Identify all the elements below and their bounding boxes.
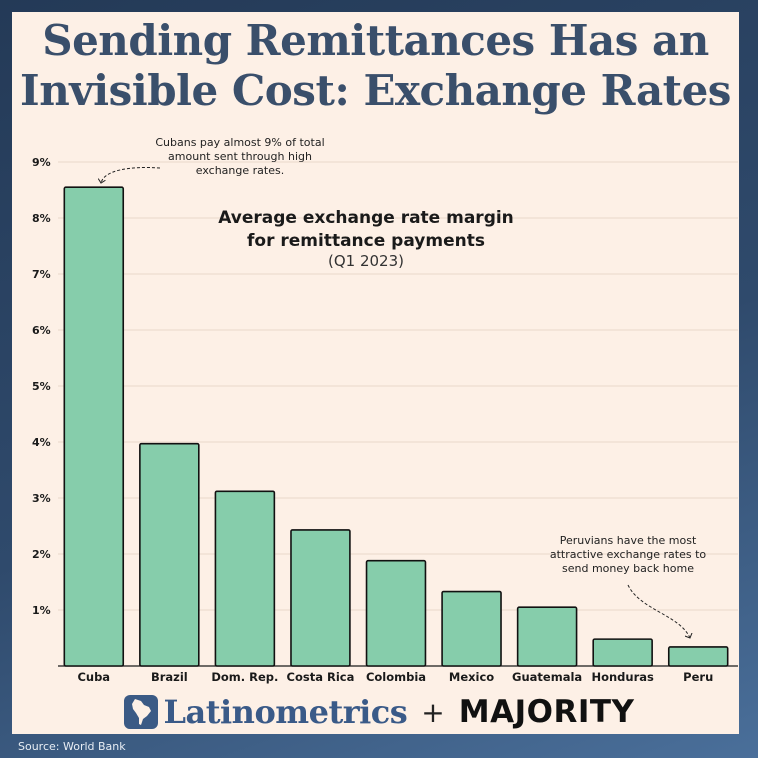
annotation-peru-line-1: Peruvians have the most [560,534,697,547]
latinometrics-logo: Latinometrics [123,693,408,731]
chart-title-line-2: for remittance payments [247,231,485,251]
x-category-label: Peru [683,670,713,684]
majority-wordmark: MAJORITY [458,694,635,730]
y-tick-label: 9% [32,156,51,169]
y-tick-label: 1% [32,604,51,617]
y-tick-label: 6% [32,324,51,337]
bar-honduras [592,638,653,667]
bar-colombia [365,559,427,667]
annotation-cuba-line-2: amount sent through high [168,150,312,163]
bar-cuba [63,186,125,667]
page-title: Sending Remittances Has an Invisible Cos… [12,16,739,116]
bar-costa-rica [290,529,351,667]
latinometrics-wordmark: Latinometrics [163,693,408,731]
x-category-label: Dom. Rep. [211,670,278,684]
annotation-cuba: Cubans pay almost 9% of total amount sen… [101,136,325,183]
plus-sign: + [421,695,445,729]
x-category-label: Costa Rica [287,670,355,684]
x-category-label: Honduras [591,670,654,684]
annotation-cuba-line-3: exchange rates. [196,164,284,177]
annotation-cuba-arrow [101,167,161,183]
latin-america-map-icon [123,695,158,729]
title-line-2: Invisible Cost: Exchange Rates [20,66,731,115]
x-category-label: Mexico [449,670,494,684]
title-line-1: Sending Remittances Has an [42,16,709,65]
x-category-label: Colombia [366,670,426,684]
y-tick-label: 8% [32,212,51,225]
bar-brazil [139,442,200,667]
y-tick-label: 7% [32,268,51,281]
annotation-peru-line-3: send money back home [562,562,694,575]
x-category-label: Cuba [77,670,110,684]
annotation-peru: Peruvians have the most attractive excha… [550,534,707,638]
bar-dom-rep [214,490,276,667]
source-note: Source: World Bank [18,740,126,753]
bar-mexico [441,590,502,667]
y-tick-label: 2% [32,548,51,561]
bar-peru [667,646,729,667]
annotation-peru-arrow [627,584,690,638]
y-tick-label: 3% [32,492,51,505]
y-tick-label: 4% [32,436,51,449]
chart-title-line-1: Average exchange rate margin [218,208,514,228]
x-category-label: Guatemala [512,670,582,684]
x-category-label: Brazil [151,670,188,684]
y-tick-label: 5% [32,380,51,393]
annotation-peru-line-2: attractive exchange rates to [550,548,707,561]
footer-logos: Latinometrics + MAJORITY [0,690,758,734]
chart-subtitle: (Q1 2023) [328,252,404,270]
bar-guatemala [516,606,578,667]
annotation-cuba-line-1: Cubans pay almost 9% of total [155,136,324,149]
